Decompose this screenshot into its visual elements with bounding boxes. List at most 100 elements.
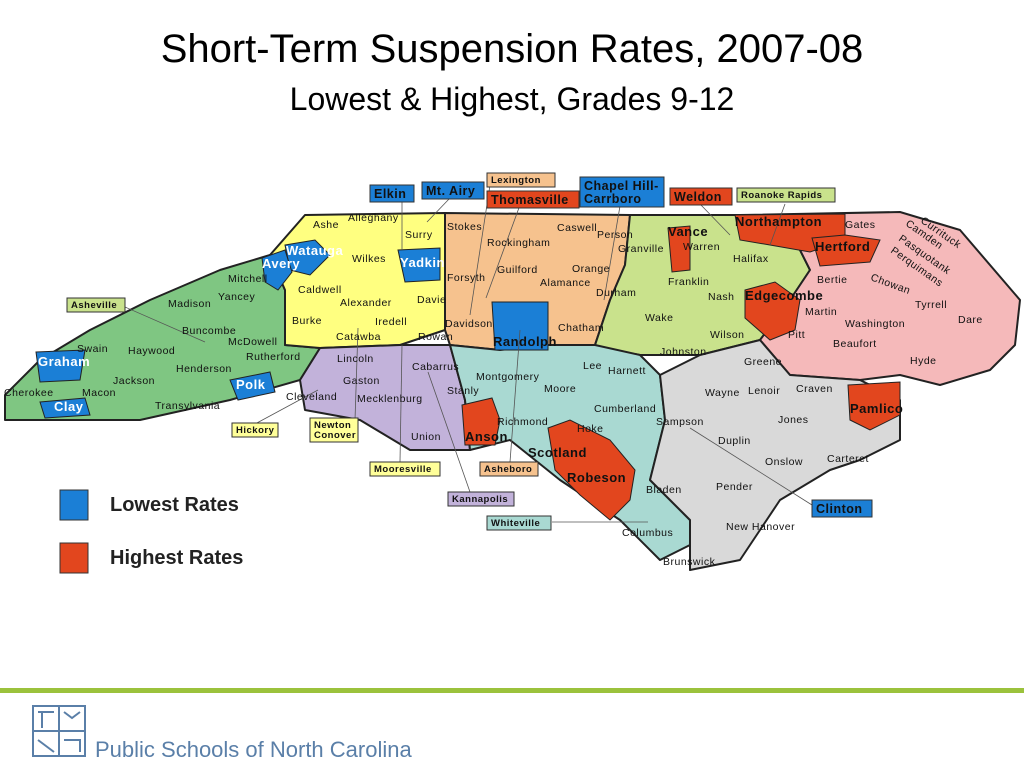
county-label: Bertie <box>817 274 847 286</box>
county-label: Union <box>411 431 441 443</box>
district-callouts: Elkin Mt. Airy Lexington Thomasville Chapel … <box>66 172 873 531</box>
county-label: Hoke <box>577 423 604 435</box>
county-label: Catawba <box>336 331 381 343</box>
region-northeast <box>739 211 1021 386</box>
region-southeast <box>649 339 901 571</box>
county-label: Cherokee <box>4 387 54 399</box>
district-label: Thomasville <box>491 193 569 207</box>
county-label: Granville <box>618 243 664 255</box>
county-label: Wilson <box>710 329 745 341</box>
county-label: Jones <box>778 414 809 426</box>
county-label: Graham <box>38 354 90 369</box>
county-label: Halifax <box>733 253 769 265</box>
county-label: Avery <box>262 256 300 271</box>
district-label: Mt. Airy <box>426 184 475 198</box>
county-label: Beaufort <box>833 338 877 350</box>
county-label: Iredell <box>375 316 407 328</box>
county-label: Randolph <box>493 334 557 349</box>
county-label: Yancey <box>218 291 255 303</box>
county-label: Alleghany <box>348 212 399 224</box>
county-label: Vance <box>668 224 708 239</box>
district-box <box>421 181 485 200</box>
county-fill-low <box>39 397 91 419</box>
legend-label: Highest Rates <box>110 547 243 569</box>
county-label: Chatham <box>558 322 604 334</box>
county-label: Wayne <box>705 387 740 399</box>
county-fill-low <box>397 247 441 283</box>
district-box <box>66 297 126 313</box>
county-label: Davidson <box>445 318 493 330</box>
county-label: Bladen <box>646 484 682 496</box>
district-label: Kannapolis <box>452 494 508 505</box>
district-label: Asheville <box>71 300 117 311</box>
county-label: Alamance <box>540 277 591 289</box>
county-label: Franklin <box>668 276 709 288</box>
county-label: Polk <box>236 377 266 392</box>
county-label: Wake <box>645 312 673 324</box>
county-fill-high <box>547 419 636 521</box>
county-label: Henderson <box>176 363 232 375</box>
district-label: Mooresville <box>374 464 432 475</box>
county-label: Gaston <box>343 375 380 387</box>
county-fill-high <box>744 281 801 341</box>
state-map <box>4 184 1021 571</box>
district-box <box>231 422 279 438</box>
county-label: Moore <box>544 383 576 395</box>
county-label: Pender <box>716 481 753 493</box>
county-label: Yadkin <box>400 255 445 270</box>
county-label: Rockingham <box>487 237 550 249</box>
county-label: Craven <box>796 383 833 395</box>
county-label: Davie <box>417 294 446 306</box>
county-fill-low <box>35 349 86 383</box>
footer-rule <box>0 688 1024 693</box>
county-label: Johnston <box>660 346 707 358</box>
county-label: Carteret <box>827 453 869 465</box>
subtitle: Lowest & Highest, Grades 9-12 <box>290 81 735 117</box>
district-box <box>369 184 415 203</box>
county-label: Lee <box>583 360 602 372</box>
district-label: Newton <box>314 420 351 431</box>
district-label: Hickory <box>236 425 275 436</box>
county-label: Pamlico <box>850 401 903 416</box>
county-label: Duplin <box>718 435 751 447</box>
district-label: Chapel Hill- <box>584 179 659 193</box>
district-box <box>486 190 580 209</box>
leader-lines <box>124 184 813 523</box>
county-label: Durham <box>596 287 636 299</box>
county-label: Caswell <box>557 222 597 234</box>
district-label: Conover <box>314 430 356 441</box>
county-label: Orange <box>572 263 610 275</box>
district-box <box>486 515 552 531</box>
district-label: Lexington <box>491 175 541 186</box>
legend: Lowest Rates Highest Rates <box>59 489 243 574</box>
county-label: Swain <box>77 343 108 355</box>
district-label: Roanoke Rapids <box>741 190 822 201</box>
county-fill-high <box>461 397 501 446</box>
county-label: Clay <box>54 399 84 414</box>
county-label: Richmond <box>497 416 548 428</box>
county-fill-low <box>261 249 293 291</box>
district-label: Asheboro <box>484 464 532 475</box>
county-label: Columbus <box>622 527 673 539</box>
county-label: Lincoln <box>337 353 374 365</box>
district-label: Weldon <box>674 190 722 204</box>
county-fill-low <box>229 371 276 401</box>
county-label: Transylvania <box>155 400 220 412</box>
county-label: Macon <box>82 387 116 399</box>
county-label: Scotland <box>528 445 587 460</box>
county-fill-high <box>847 381 901 431</box>
legend-label: Lowest Rates <box>110 494 239 516</box>
county-label: McDowell <box>228 336 278 348</box>
county-label: Robeson <box>567 470 626 485</box>
district-box <box>811 499 873 518</box>
footer-org: Public Schools of North Carolina <box>95 737 412 762</box>
county-label: Hertford <box>815 239 870 254</box>
county-label: Greene <box>744 356 782 368</box>
county-label: Anson <box>465 429 508 444</box>
district-box <box>447 491 515 507</box>
county-label: Cumberland <box>594 403 656 415</box>
county-label: Madison <box>168 298 211 310</box>
county-label: Sampson <box>656 416 704 428</box>
